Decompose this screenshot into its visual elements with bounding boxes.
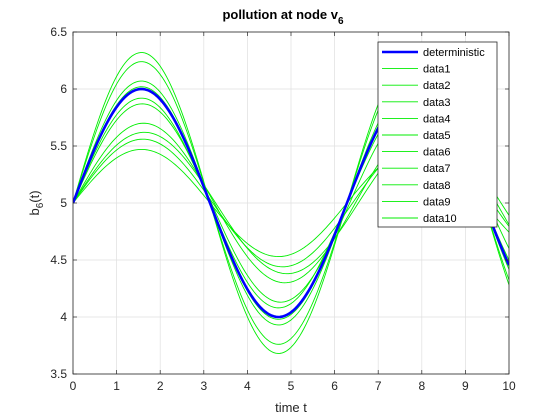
y-tick-label: 5.5 xyxy=(50,139,67,153)
legend-label-data3: data3 xyxy=(423,97,451,109)
y-tick-label: 5 xyxy=(60,196,67,210)
y-tick-label: 3.5 xyxy=(50,367,67,381)
x-tick-label: 7 xyxy=(375,379,382,393)
legend-label-deterministic: deterministic xyxy=(423,47,485,59)
x-tick-label: 4 xyxy=(244,379,251,393)
y-axis-label: b6(t) xyxy=(27,190,46,215)
legend-box xyxy=(377,41,498,228)
y-tick-label: 6 xyxy=(60,82,67,96)
x-tick-label: 5 xyxy=(288,379,295,393)
x-tick-label: 9 xyxy=(462,379,469,393)
legend-label-data10: data10 xyxy=(423,213,457,225)
legend-label-data8: data8 xyxy=(423,180,451,192)
y-tick-label: 4.5 xyxy=(50,253,67,267)
y-tick-label: 4 xyxy=(60,310,67,324)
x-tick-label: 1 xyxy=(113,379,120,393)
x-tick-label: 3 xyxy=(200,379,207,393)
legend-label-data7: data7 xyxy=(423,163,451,175)
legend: deterministic data1 data2 data3 data4 data5 da… xyxy=(377,41,498,228)
x-tick-label: 2 xyxy=(157,379,164,393)
legend-label-data1: data1 xyxy=(423,64,451,76)
chart-title: pollution at node v6 xyxy=(222,7,344,27)
legend-label-data6: data6 xyxy=(423,147,451,159)
legend-label-data9: data9 xyxy=(423,196,451,208)
x-axis-label: time t xyxy=(275,400,307,415)
ticks: 0 1 2 3 4 5 6 7 8 9 10 3.5 4 4.5 5 5.5 6 6.5 xyxy=(50,25,516,393)
x-tick-label: 0 xyxy=(70,379,77,393)
legend-label-data4: data4 xyxy=(423,113,451,125)
x-tick-label: 6 xyxy=(331,379,338,393)
x-tick-label: 8 xyxy=(418,379,425,393)
legend-label-data2: data2 xyxy=(423,80,451,92)
x-tick-label: 10 xyxy=(502,379,516,393)
y-tick-label: 6.5 xyxy=(50,25,67,39)
legend-label-data5: data5 xyxy=(423,130,451,142)
